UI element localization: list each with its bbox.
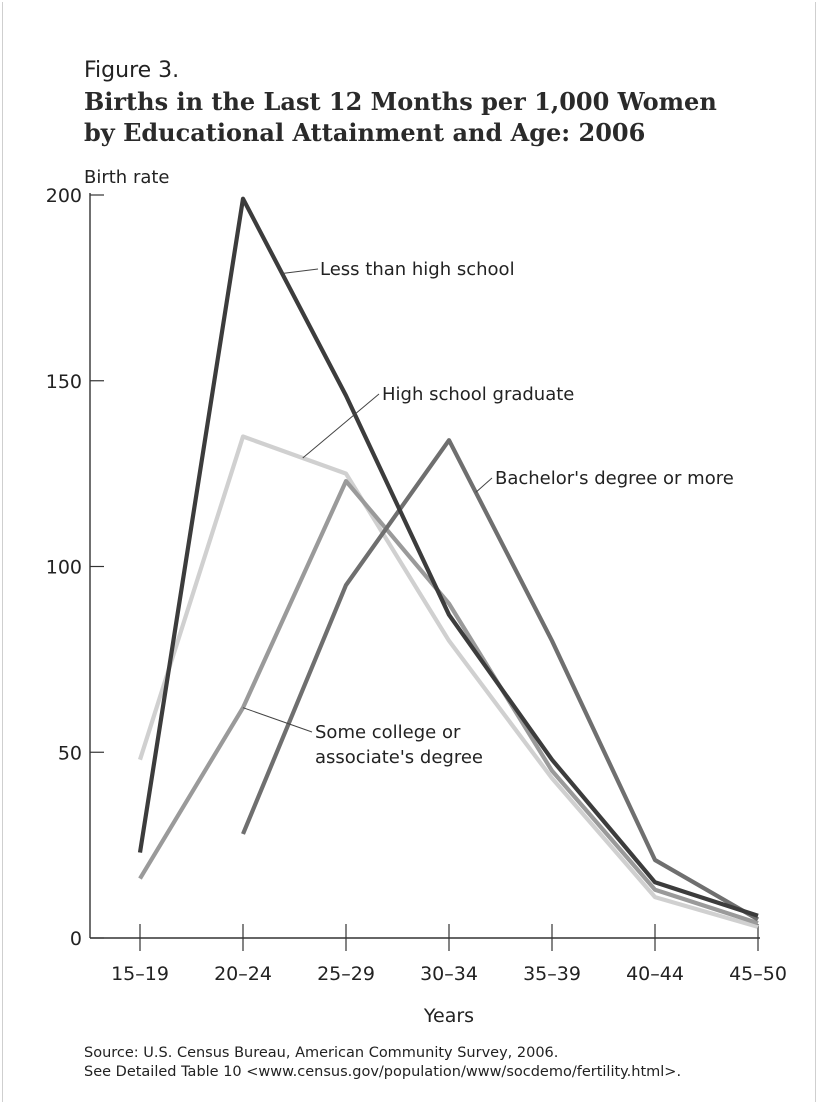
annotation-leader xyxy=(475,477,493,493)
x-tick-label: 30–34 xyxy=(420,963,478,985)
x-tick-label: 35–39 xyxy=(523,963,581,985)
chart-series xyxy=(137,196,760,929)
source-line-1: Source: U.S. Census Bureau, American Com… xyxy=(84,1045,559,1061)
source-line-2: See Detailed Table 10 <www.census.gov/po… xyxy=(84,1064,682,1080)
annotation-leader xyxy=(282,268,319,275)
y-tick-label: 50 xyxy=(58,742,82,764)
y-tick-label: 200 xyxy=(46,185,82,207)
figure-label: Figure 3. xyxy=(84,58,180,83)
chart-title-line-1: Births in the Last 12 Months per 1,000 W… xyxy=(84,87,717,116)
series-line-less-than-high-school xyxy=(137,196,759,918)
annotation-label: Less than high school xyxy=(320,259,515,280)
annotation-label: Some college or xyxy=(315,722,461,743)
source-note: Source: U.S. Census Bureau, American Com… xyxy=(84,1044,681,1082)
series-line-bachelor-s-degree-or-more xyxy=(241,438,760,922)
annotation-label: Bachelor's degree or more xyxy=(495,468,734,489)
y-axis-title: Birth rate xyxy=(84,167,170,188)
x-tick-label: 25–29 xyxy=(317,963,375,985)
annotation-leader xyxy=(302,393,380,459)
x-axis-title: Years xyxy=(423,1005,474,1027)
series-line-some-college-or-associate-s-degree xyxy=(138,479,759,926)
chart-title: Births in the Last 12 Months per 1,000 W… xyxy=(84,86,804,148)
annotation-label: associate's degree xyxy=(315,747,483,768)
x-tick-label: 45–50 xyxy=(729,963,787,985)
y-tick-label: 100 xyxy=(46,557,82,579)
x-tick-label: 20–24 xyxy=(214,963,272,985)
chart-annotations: Less than high school High school graduat… xyxy=(242,259,734,768)
annotation-label: High school graduate xyxy=(382,384,574,405)
series-line-high-school-graduate xyxy=(137,434,759,929)
y-tick-label: 0 xyxy=(70,928,82,950)
x-tick-label: 40–44 xyxy=(626,963,684,985)
annotation-leader xyxy=(242,707,313,733)
x-tick-label: 15–19 xyxy=(111,963,169,985)
y-tick-label: 150 xyxy=(46,371,82,393)
chart-title-line-2: by Educational Attainment and Age: 2006 xyxy=(84,118,646,147)
